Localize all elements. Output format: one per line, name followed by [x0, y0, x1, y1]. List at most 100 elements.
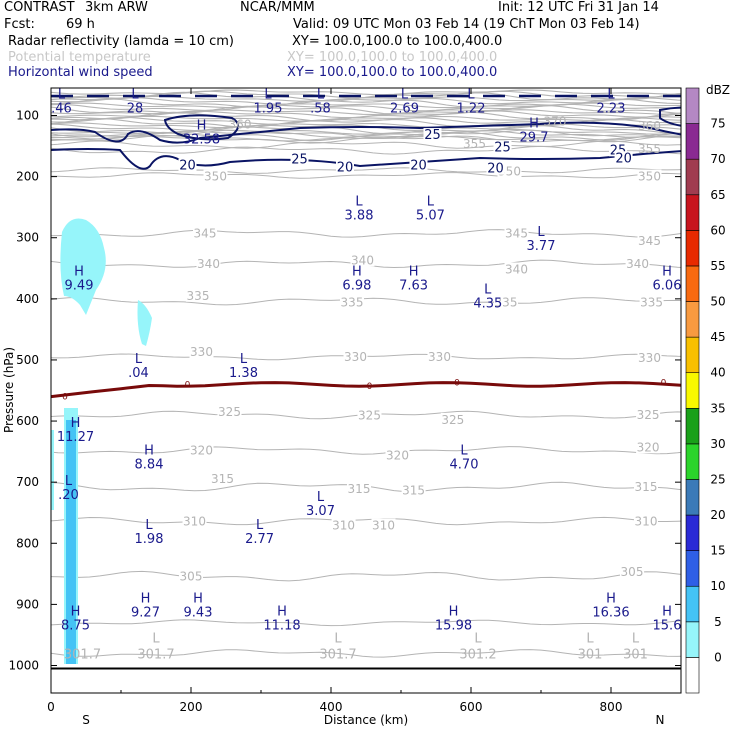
wind-label: 20 — [179, 159, 196, 174]
theta-label: 335 — [640, 296, 663, 310]
max-marker: H — [662, 604, 672, 619]
theta-label: 330 — [344, 350, 367, 364]
theta-label-bg — [217, 404, 242, 418]
extremum-value: .04 — [128, 366, 149, 381]
theta-label: 340 — [197, 257, 220, 271]
extremum-value: 3.88 — [345, 208, 374, 223]
theta-label: 315 — [635, 480, 658, 494]
min-marker: L — [427, 194, 435, 209]
colorbar-label: 5 — [714, 615, 722, 629]
extremum-value: 3.77 — [527, 239, 556, 254]
max-marker: H — [409, 265, 419, 280]
freezing-level — [51, 381, 681, 399]
field-xy-reflectivity: XY= 100.0,100.0 to 100.0,400.0 — [292, 34, 503, 49]
colorbar-label: 65 — [710, 188, 725, 202]
theta-label: 340 — [351, 253, 374, 267]
extremum-value: 4.70 — [450, 458, 479, 473]
valid-time: Valid: 09 UTC Mon 03 Feb 14 (19 ChT Mon … — [293, 17, 640, 32]
theta-label: 310 — [635, 514, 658, 528]
extremum-value: 3.07 — [306, 504, 335, 519]
max-marker: H — [193, 592, 203, 607]
colorbar-swatch — [685, 407, 700, 445]
theta-label-bg — [639, 295, 664, 309]
theta-contour-upper — [51, 131, 681, 142]
extremum-value: 1.95 — [254, 101, 283, 116]
theta-label-bg — [637, 233, 662, 247]
y-tick-label: 900 — [16, 597, 39, 611]
theta-contour-upper — [51, 145, 681, 155]
theta-min-marker: L — [586, 631, 594, 646]
end-label-north: N — [656, 713, 665, 727]
theta-label: 325 — [441, 413, 464, 427]
theta-label-bg — [189, 345, 214, 358]
theta-min-value: 301.7 — [137, 647, 174, 662]
theta-label-bg — [179, 569, 203, 583]
wind-contour-25 — [51, 121, 681, 144]
min-marker: L — [58, 87, 66, 102]
colorbar-swatch — [685, 550, 700, 587]
theta-label-bg — [371, 518, 396, 532]
theta-contour-upper — [51, 129, 681, 139]
colorbar-label: 30 — [710, 437, 725, 451]
max-marker: H — [449, 604, 459, 619]
wind-label: 25 — [291, 153, 308, 168]
theta-label: 340 — [505, 263, 528, 277]
theta-label-bg — [331, 518, 356, 532]
theta-contour — [51, 446, 681, 455]
plot-frame — [50, 87, 682, 694]
min-marker: L — [467, 87, 475, 102]
colorbar-label: 0 — [714, 650, 722, 664]
colorbar-swatch — [685, 194, 700, 231]
colorbar-label: 40 — [710, 366, 725, 380]
colorbar-swatch — [685, 514, 700, 551]
x-tick-label: 600 — [460, 700, 483, 714]
colorbar-swatch — [685, 230, 700, 267]
extremum-value: 28 — [127, 101, 144, 116]
theta-contour-upper — [51, 89, 681, 96]
theta-label: 315 — [211, 472, 234, 486]
reflectivity-edge — [51, 430, 54, 510]
theta-label-bg — [620, 565, 644, 578]
max-marker: H — [71, 416, 81, 431]
freezing-label: 0 — [661, 379, 667, 389]
min-marker: L — [264, 87, 272, 102]
min-marker: L — [65, 474, 73, 489]
min-marker: L — [135, 352, 143, 367]
wind-label: 20 — [337, 160, 354, 175]
theta-label-bg — [427, 349, 452, 363]
field-name-theta: Potential temperature — [8, 50, 151, 65]
y-tick-label: 400 — [16, 292, 39, 306]
theta-label-upper: 355 — [463, 137, 486, 151]
max-marker: H — [141, 592, 151, 607]
theta-contour — [51, 229, 681, 238]
colorbar-swatch — [685, 158, 700, 196]
colorbar-swatch — [685, 443, 700, 480]
extremum-value: 15.6 — [653, 618, 682, 633]
y-tick-label: 700 — [16, 475, 39, 489]
init-time: Init: 12 UTC Fri 31 Jan 14 — [498, 0, 659, 15]
theta-label-bg — [385, 448, 410, 462]
x-tick-label: 200 — [180, 700, 203, 714]
wind-label: 20 — [487, 162, 504, 177]
extremum-value: 9.43 — [184, 606, 213, 621]
theta-label-upper: 355 — [638, 142, 661, 156]
theta-label-bg — [210, 472, 235, 486]
model-name: CONTRAST — [4, 0, 75, 15]
theta-label-bg — [637, 169, 662, 183]
colorbar-swatch — [685, 657, 700, 694]
theta-min-marker: L — [334, 631, 342, 646]
wind-label: 20 — [410, 159, 427, 174]
wind-contour-25-east — [659, 106, 681, 127]
theta-min-value: 301.7 — [64, 647, 101, 662]
end-label-south: S — [82, 713, 90, 727]
extremum-value: 2.23 — [597, 101, 626, 116]
wind-label-bg — [493, 140, 512, 154]
wind-label-bg — [409, 158, 428, 172]
theta-label: 330 — [428, 350, 451, 364]
theta-label: 345 — [194, 226, 217, 240]
min-marker: L — [131, 87, 139, 102]
extremum-value: 2.69 — [390, 101, 419, 116]
min-marker: L — [537, 225, 545, 240]
reflectivity-shading — [51, 218, 152, 664]
